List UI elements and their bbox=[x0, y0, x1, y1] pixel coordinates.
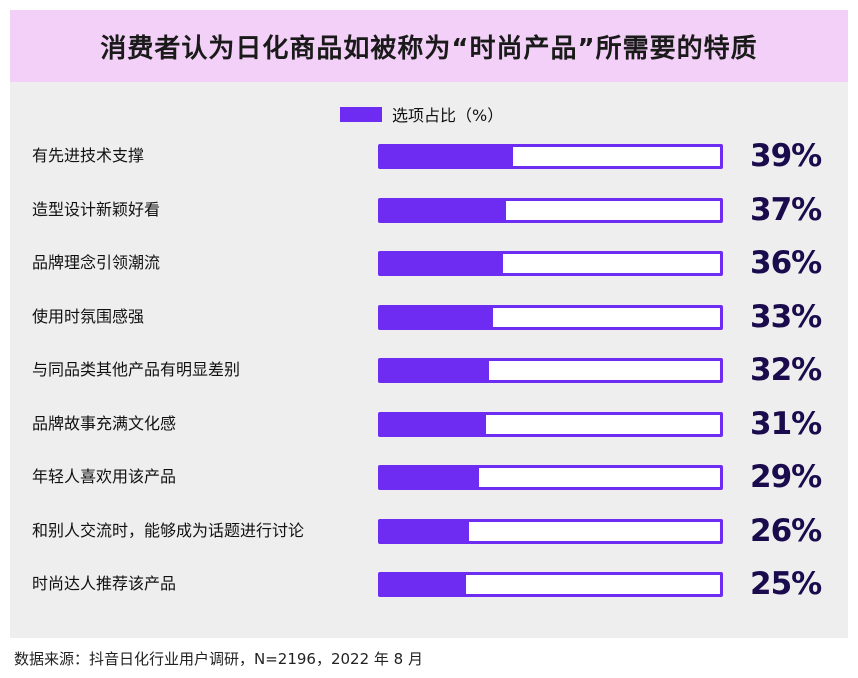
bar-track bbox=[378, 411, 723, 437]
value-label: 26% bbox=[750, 512, 822, 549]
category-label: 品牌故事充满文化感 bbox=[32, 413, 177, 433]
category-label: 造型设计新颖好看 bbox=[32, 199, 161, 219]
legend-label: 选项占比（%） bbox=[392, 106, 504, 125]
value-label: 31% bbox=[750, 405, 822, 442]
bar-row: 造型设计新颖好看 37% bbox=[10, 190, 848, 230]
bar-row: 有先进技术支撑 39% bbox=[10, 136, 848, 176]
chart-title: 消费者认为日化商品如被称为“时尚产品”所需要的特质 bbox=[100, 33, 758, 64]
category-label: 与同品类其他产品有明显差别 bbox=[32, 360, 241, 379]
category-label: 品牌理念引领潮流 bbox=[32, 253, 161, 272]
bar bbox=[381, 361, 490, 380]
bar-row: 与同品类其他产品有明显差别 32% bbox=[10, 350, 848, 390]
bar-row: 时尚达人推荐该产品 25% bbox=[10, 564, 848, 604]
bar-track bbox=[378, 358, 723, 383]
value-label: 39% bbox=[750, 138, 822, 174]
bar-track bbox=[378, 251, 723, 276]
category-label: 使用时氛围感强 bbox=[32, 306, 145, 326]
value-label: 37% bbox=[750, 191, 822, 228]
chart-panel: 选项占比（%） 有先进技术支撑 39% 造型设计新颖好看 37% 品牌理念引领潮流 36%… bbox=[10, 82, 848, 638]
bar-track bbox=[378, 304, 723, 330]
value-label: 32% bbox=[750, 352, 822, 388]
value-label: 36% bbox=[750, 245, 822, 281]
category-label: 时尚达人推荐该产品 bbox=[32, 574, 177, 593]
bar bbox=[381, 307, 493, 327]
bar bbox=[381, 147, 514, 166]
bar-track bbox=[378, 144, 723, 169]
bar bbox=[381, 254, 504, 273]
category-label: 有先进技术支撑 bbox=[32, 146, 145, 165]
bar bbox=[381, 575, 466, 594]
legend: 选项占比（%） bbox=[340, 102, 503, 126]
source-note: 数据来源：抖音日化行业用户调研，N=2196，2022 年 8 月 bbox=[14, 650, 423, 668]
category-label: 和别人交流时，能够成为话题进行讨论 bbox=[32, 520, 305, 540]
legend-swatch bbox=[340, 106, 382, 122]
value-label: 33% bbox=[750, 298, 822, 335]
bar-track bbox=[378, 572, 723, 597]
bar-row: 品牌故事充满文化感 31% bbox=[10, 404, 848, 444]
bar bbox=[381, 468, 480, 487]
bar-row: 和别人交流时，能够成为话题进行讨论 26% bbox=[10, 511, 848, 551]
bar bbox=[381, 414, 487, 434]
title-band: 消费者认为日化商品如被称为“时尚产品”所需要的特质 bbox=[10, 10, 848, 82]
bar-row: 年轻人喜欢用该产品 29% bbox=[10, 457, 848, 497]
bar bbox=[381, 200, 507, 220]
bar-row: 品牌理念引领潮流 36% bbox=[10, 243, 848, 283]
bar-track bbox=[378, 465, 723, 490]
category-label: 年轻人喜欢用该产品 bbox=[32, 467, 177, 486]
bar-track bbox=[378, 518, 723, 544]
bar-row: 使用时氛围感强 33% bbox=[10, 297, 848, 337]
value-label: 25% bbox=[750, 566, 822, 602]
bar bbox=[381, 521, 470, 541]
bar-track bbox=[378, 197, 723, 223]
value-label: 29% bbox=[750, 459, 822, 495]
